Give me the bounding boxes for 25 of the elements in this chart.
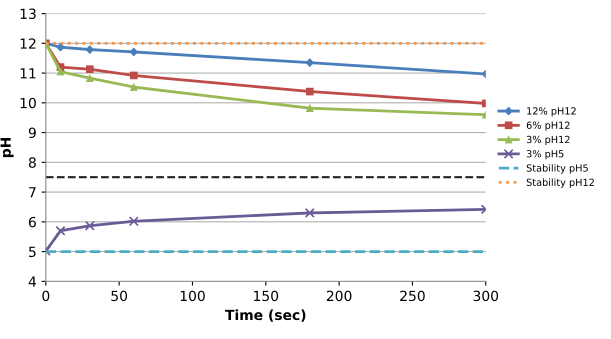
legend-label: 3% pH5 (526, 150, 564, 160)
x-tick-label: 150 (254, 290, 278, 302)
legend-label: 6% pH12 (526, 122, 570, 131)
y-tick-label: 7 (29, 187, 36, 198)
x-axis-title: Time (sec) (225, 309, 306, 322)
y-tick-label: 4 (28, 276, 36, 287)
y-tick-label: 10 (20, 98, 36, 108)
y-tick-label: 9 (28, 128, 36, 138)
y-tick-label: 8 (28, 157, 36, 168)
legend-label: Stability pH12 (526, 178, 594, 188)
legend-label: 3% pH12 (526, 136, 570, 146)
x-tick-label: 200 (326, 290, 352, 302)
y-axis-title: pH (0, 138, 14, 158)
y-tick-label: 5 (29, 246, 36, 258)
legend-label: Stability pH5 (526, 164, 588, 174)
x-tick-label: 300 (474, 290, 498, 302)
y-tick-label: 11 (20, 68, 36, 78)
x-tick-label: 50 (111, 290, 128, 302)
legend-label: 12% pH12 (527, 107, 576, 116)
y-tick-label: 6 (28, 216, 36, 228)
y-tick-label: 12 (20, 38, 36, 49)
x-tick-label: 0 (42, 290, 50, 302)
x-tick-label: 250 (400, 290, 425, 302)
x-tick-label: 100 (180, 290, 205, 302)
y-tick-label: 13 (20, 8, 36, 20)
